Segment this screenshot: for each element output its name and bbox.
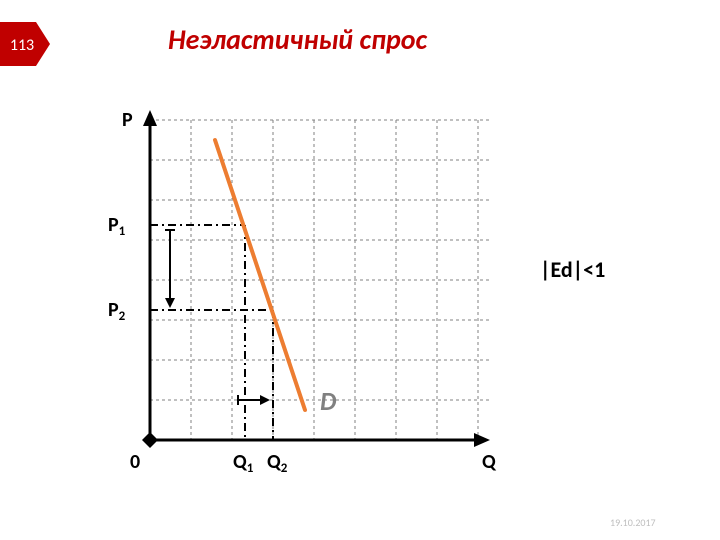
svg-text:D: D xyxy=(320,385,337,417)
slide-number: 113 xyxy=(0,24,44,68)
slide-date: 19.10.2017 xyxy=(610,516,656,529)
svg-text:Q1: Q1 xyxy=(233,450,254,476)
svg-text:P2: P2 xyxy=(108,298,126,324)
svg-text:P1: P1 xyxy=(108,213,126,239)
demand-chart: P Q 0 P1 P2 Q1 Q2 D xyxy=(90,100,510,500)
svg-text:Q: Q xyxy=(482,450,497,474)
svg-text:0: 0 xyxy=(130,450,140,474)
svg-text:Q2: Q2 xyxy=(267,450,288,476)
svg-text:P: P xyxy=(122,108,133,132)
elasticity-label: |Ed|<1 xyxy=(540,256,605,283)
slide-title: Неэластичный спрос xyxy=(168,22,427,57)
slide: 113 Неэластичный спрос 19.10.2017 |Ed|<1… xyxy=(0,0,720,540)
